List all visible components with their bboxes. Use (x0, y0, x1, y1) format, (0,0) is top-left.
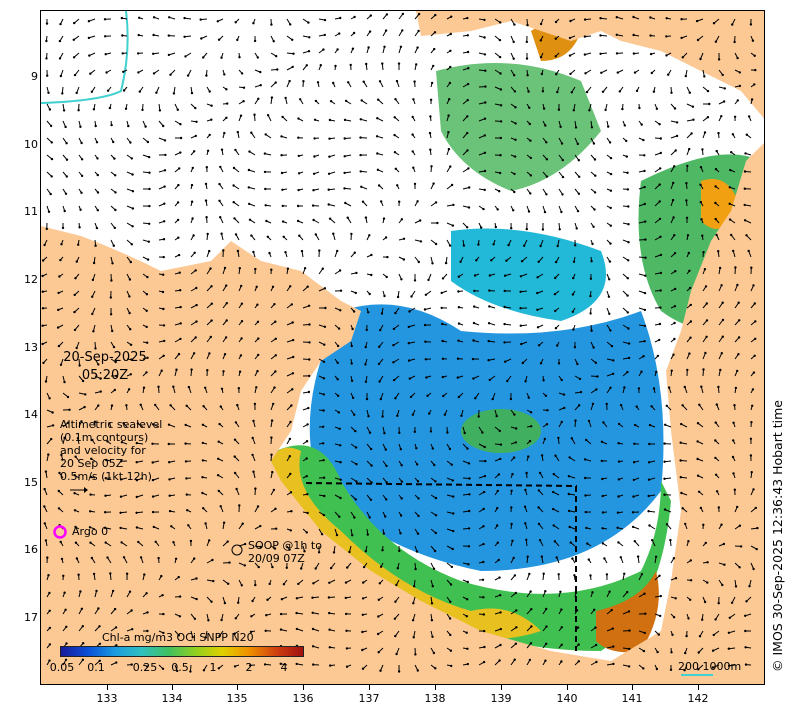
map-date: 20-Sep-2025 05:20Z (60, 349, 150, 385)
bathymetry-contour (41, 11, 129, 104)
colorbar-tick-label: 4 (280, 661, 288, 674)
latitude-tick-label: 11 (24, 205, 38, 218)
longitude-tick-mark (172, 685, 173, 690)
colorbar-tick-label: 1 (209, 661, 217, 674)
latitude-tick-label: 15 (24, 476, 38, 489)
longitude-tick-label: 140 (556, 692, 578, 705)
longitude-tick-mark (567, 685, 568, 690)
scale-label: 200 1000m (678, 660, 742, 673)
latitude-tick-label: 9 (31, 70, 38, 83)
soop-track (305, 482, 577, 651)
chlorophyll-field (269, 21, 761, 653)
colorbar-tick-label: 0.05 (49, 661, 75, 674)
soop-legend: SOOP @1h to 20/09 07Z (248, 539, 322, 565)
map-svg (41, 11, 764, 684)
colorbar-tick-label: 0.25 (132, 661, 158, 674)
argo-circle-icon (53, 525, 67, 539)
latitude-tick-label: 17 (24, 611, 38, 624)
soop-circle-icon (231, 544, 243, 556)
longitude-tick-mark (369, 685, 370, 690)
altimetry-line: 20 Sep 05Z (60, 457, 124, 470)
colorbar-title: Chl-a mg/m3 OCi SNPP N20 (102, 631, 254, 644)
altimetry-line: and velocity for (60, 444, 146, 457)
latitude-tick-label: 12 (24, 273, 38, 286)
longitude-tick-label: 133 (96, 692, 118, 705)
longitude-tick-mark (435, 685, 436, 690)
altimetry-line: Altimetric sealevel (60, 418, 163, 431)
latitude-tick-label: 14 (24, 408, 38, 421)
velocity-arrows (41, 12, 759, 673)
map-canvas[interactable] (40, 10, 765, 685)
longitude-tick-mark (237, 685, 238, 690)
credit-text: © IMOS 30-Sep-2025 12:36:43 Hobart time (770, 400, 785, 672)
colorbar-tick-label: 2 (245, 661, 253, 674)
longitude-tick-label: 142 (687, 692, 709, 705)
soop-line: SOOP @1h to (248, 539, 322, 552)
longitude-tick-mark (501, 685, 502, 690)
velocity-scale-arrow-icon (70, 487, 88, 493)
longitude-tick-mark (303, 685, 304, 690)
longitude-tick-mark (632, 685, 633, 690)
soop-line: 20/09 07Z (248, 552, 305, 565)
argo-label: Argo 0 (72, 525, 109, 538)
longitude-tick-label: 137 (358, 692, 380, 705)
colorbar-tick-label: 0.5 (171, 661, 189, 674)
colorbar-tick-label: 0.1 (87, 661, 105, 674)
longitude-tick-label: 138 (424, 692, 446, 705)
latitude-tick-label: 16 (24, 543, 38, 556)
latitude-tick-label: 10 (24, 138, 38, 151)
date-line: 20-Sep-2025 (63, 350, 147, 365)
landmass (41, 11, 764, 684)
altimetry-line: (0.1m contours) (60, 431, 149, 444)
longitude-tick-label: 136 (292, 692, 314, 705)
altimetry-legend: Altimetric sealevel (0.1m contours) and … (60, 418, 163, 493)
longitude-tick-mark (107, 685, 108, 690)
colorbar (60, 646, 304, 657)
longitude-tick-label: 141 (621, 692, 643, 705)
longitude-tick-mark (698, 685, 699, 690)
longitude-tick-label: 135 (226, 692, 248, 705)
longitude-tick-label: 139 (490, 692, 512, 705)
altimetry-line: 0.5m/s (1kt 12h) (60, 470, 152, 483)
latitude-tick-label: 13 (24, 341, 38, 354)
longitude-tick-label: 134 (161, 692, 183, 705)
time-line: 05:20Z (81, 368, 129, 383)
